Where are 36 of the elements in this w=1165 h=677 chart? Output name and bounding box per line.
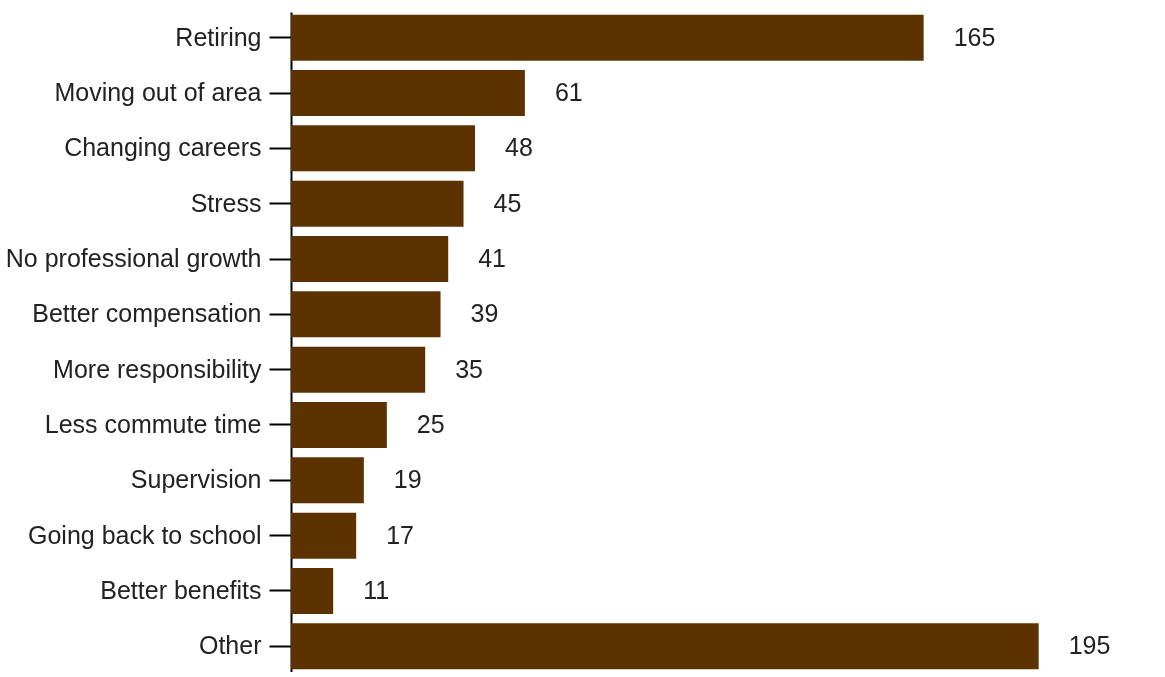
y-tick-label: Better compensation [32,299,262,328]
y-tick-label: Other [198,631,262,660]
bar [291,291,441,338]
bar [291,623,1039,670]
data-label: 41 [478,244,507,273]
data-label: 17 [386,520,414,549]
y-tick-label: Going back to school [28,520,262,549]
bar [291,125,476,172]
y-tick-label: Supervision [130,465,262,494]
data-label: 45 [493,188,522,217]
data-label: 19 [393,465,422,494]
data-label: 195 [1068,631,1111,660]
y-tick-label: No professional growth [5,244,262,273]
bar [291,180,464,227]
bar [291,346,426,393]
data-label: 165 [953,22,996,51]
y-tick-label: Better benefits [100,575,262,604]
bar [291,512,357,559]
data-label: 25 [416,409,445,438]
bar [291,457,364,504]
data-label: 39 [470,299,499,328]
y-tick-label: Retiring [175,22,262,51]
y-tick-label: Less commute time [44,409,262,438]
bar [291,70,525,117]
y-tick-label: Moving out of area [54,78,262,107]
data-label: 35 [455,354,484,383]
bar [291,236,449,283]
bar [291,401,387,448]
data-label: 11 [363,575,390,604]
bar [291,14,924,61]
data-label: 48 [505,133,533,162]
data-label: 61 [554,78,583,107]
y-tick-label: Changing careers [64,133,262,162]
bar [291,567,334,614]
y-tick-label: More responsibility [53,354,262,383]
y-tick-label: Stress [190,188,262,217]
